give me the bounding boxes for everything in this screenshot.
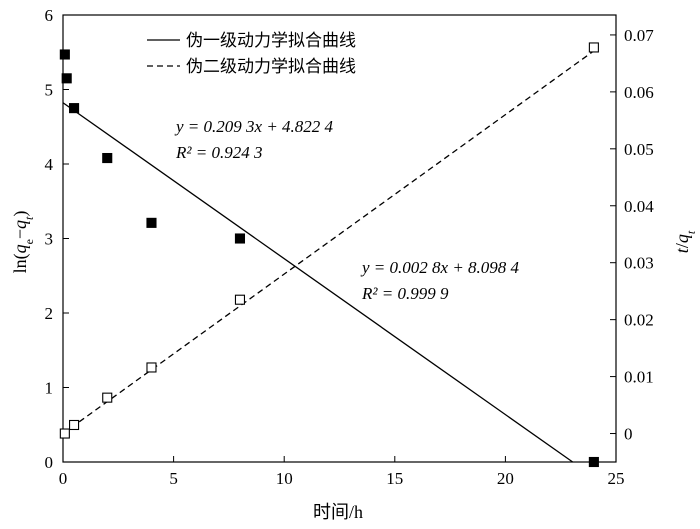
x-axis-title: 时间/h: [313, 502, 363, 522]
legend: 伪一级动力学拟合曲线 伪二级动力学拟合曲线: [147, 31, 356, 77]
pso-fit-line: [62, 50, 595, 435]
pfo-equation: y = 0.209 3x + 4.822 4: [174, 117, 334, 136]
pso-data-point: [69, 419, 80, 431]
right-y-tick-label: 0.07: [624, 26, 654, 45]
x-axis-ticks: 0 5 10 15 20 25: [59, 456, 625, 488]
left-y-axis-ticks: 0 1 2 3 4 5 6: [45, 6, 69, 472]
pso-data-point: [234, 294, 246, 305]
pfo-data-point: [234, 233, 246, 244]
data-markers: [59, 42, 599, 468]
legend-item-pso: 伪二级动力学拟合曲线: [186, 57, 356, 77]
x-tick-label: 25: [608, 469, 625, 488]
pfo-data-point: [59, 49, 70, 60]
right-y-tick-label: 0.01: [624, 368, 654, 387]
plot-frame: [62, 14, 617, 463]
x-tick-label: 20: [497, 469, 514, 488]
pso-data-point: [588, 42, 599, 53]
pfo-data-point: [61, 73, 72, 84]
right-y-tick-label: 0: [624, 425, 633, 444]
left-y-tick-label: 3: [45, 230, 54, 249]
left-y-tick-label: 4: [45, 155, 54, 174]
left-y-axis-title: ln(qe−qt): [10, 211, 36, 274]
pfo-data-point: [69, 103, 80, 114]
pfo-fit-line: [62, 102, 574, 463]
left-y-tick-label: 5: [45, 81, 54, 100]
pso-data-point: [102, 392, 113, 403]
left-y-tick-label: 0: [45, 453, 54, 472]
legend-item-pfo: 伪一级动力学拟合曲线: [186, 31, 356, 51]
pfo-data-point: [588, 456, 599, 468]
right-y-tick-label: 0.02: [624, 311, 654, 330]
pfo-data-point: [102, 152, 113, 164]
pso-data-point: [59, 428, 70, 439]
left-y-tick-label: 2: [45, 304, 54, 323]
x-tick-label: 5: [169, 469, 178, 488]
right-y-tick-label: 0.06: [624, 83, 654, 102]
left-y-tick-label: 1: [45, 379, 54, 398]
x-tick-label: 0: [59, 469, 68, 488]
right-y-tick-label: 0.04: [624, 197, 654, 216]
right-y-axis-ticks: 0 0.01 0.02 0.03 0.04 0.05 0.06 0.07: [610, 26, 654, 444]
right-y-axis-title: t/qt: [672, 230, 698, 253]
pso-equation: y = 0.002 8x + 8.098 4: [360, 258, 520, 277]
right-y-tick-label: 0.03: [624, 254, 654, 273]
pso-r-squared: R² = 0.999 9: [361, 284, 449, 303]
pfo-r-squared: R² = 0.924 3: [175, 143, 262, 162]
x-tick-label: 10: [276, 469, 293, 488]
left-y-tick-label: 6: [45, 6, 54, 25]
fit-lines: [62, 50, 595, 463]
pso-data-point: [146, 362, 157, 373]
right-y-tick-label: 0.05: [624, 140, 654, 159]
pfo-data-point: [146, 217, 157, 228]
x-tick-label: 15: [386, 469, 403, 488]
